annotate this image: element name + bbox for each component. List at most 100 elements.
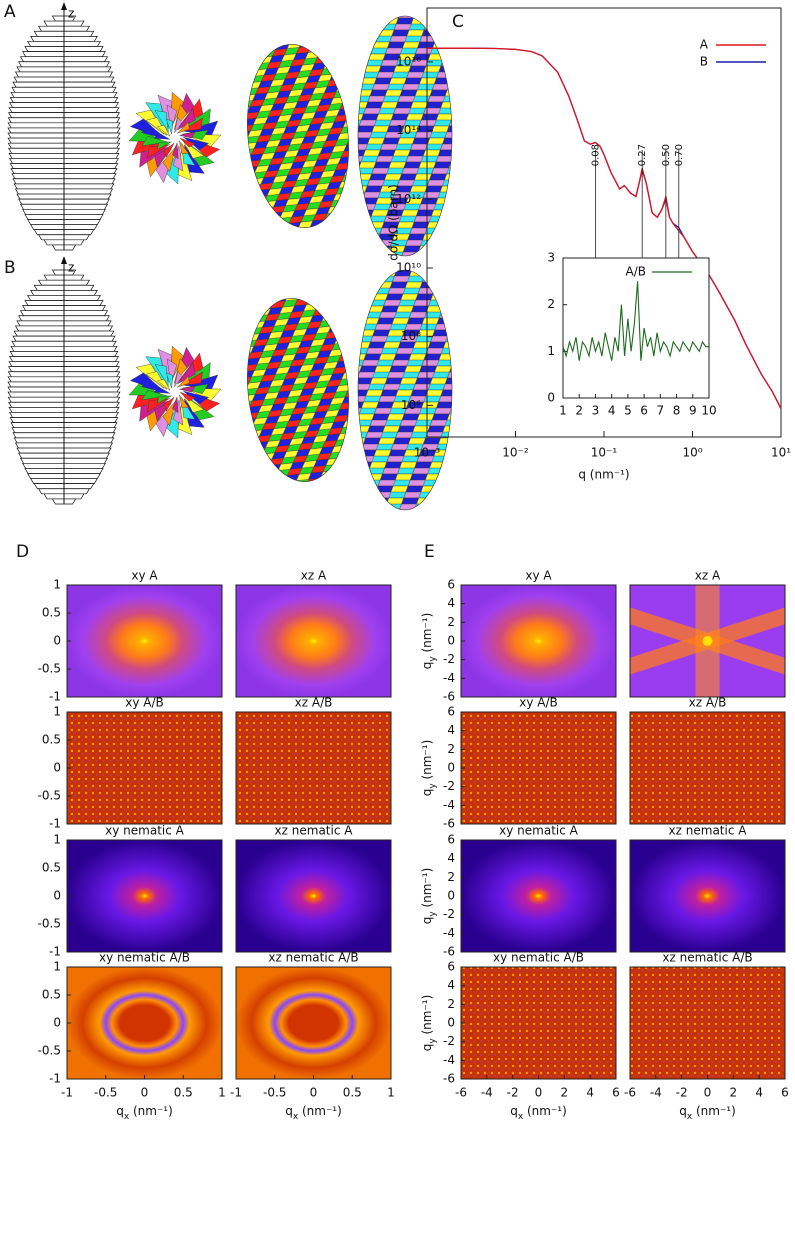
y-axis-label: qy (nm⁻¹) [420,995,438,1052]
x-tick-label: 10⁻³ [414,446,441,460]
y-tick-label: 0 [53,1016,61,1030]
y-tick-label: 0.5 [42,988,61,1002]
heatmap [630,712,785,824]
panel-frame [235,711,392,825]
petal [166,358,177,385]
y-tick-label: 1 [53,960,61,974]
label-sub: y [428,911,438,917]
petal [165,118,173,135]
y-tick-label: 0 [447,1016,455,1030]
panel-title: xz nematic A [669,824,748,838]
x-tick-label: 10¹ [771,446,791,460]
x-tick-label: 4 [586,1086,594,1100]
panel-title: xz A [695,569,721,583]
label-base: q [420,1044,434,1052]
x-tick-label: -0.5 [94,1086,117,1100]
label-sub: x [518,1112,524,1122]
heatmap [461,967,616,1079]
x-tick-label: 10 [701,404,716,418]
panel-label: C [452,12,464,32]
panel-title: xz nematic A/B [662,951,752,965]
panel-frame [235,584,392,698]
y-tick-label: 4 [447,851,455,865]
y-tick-label: 2 [447,742,455,756]
panel-title: xz A [301,569,327,583]
z-label: z [68,261,74,275]
x-axis-label: qx (nm⁻¹) [116,1104,173,1122]
x-tick-label: 6 [612,1086,620,1100]
label-rest: (nm⁻¹) [420,740,434,784]
x-tick-label: 10⁻¹ [591,446,618,460]
petal [156,124,171,137]
petal [179,131,196,139]
y-tick-label: -4 [443,798,455,812]
x-tick-label: -6 [624,1086,636,1100]
z-arrow [61,2,67,10]
y-tick-label: 0 [53,889,61,903]
y-tick-label: -2 [443,907,455,921]
x-tick-label: 8 [673,404,681,418]
heatmap [461,585,616,697]
y-tick-label: 0 [447,761,455,775]
panel-title: xy A/B [125,696,164,710]
petal [179,385,196,393]
y-tick-label: 6 [447,705,455,719]
heatmap [461,712,616,824]
petal [179,140,190,155]
label-base: q [285,1104,293,1118]
panel-title: xy nematic A [105,824,185,838]
heatmap [461,840,616,952]
heatmap [67,967,222,1079]
y-tick-label: 10⁶ [401,398,421,412]
x-tick-label: 1 [387,1086,395,1100]
label-sub: y [428,656,438,662]
petal [163,143,175,158]
panel-label: D [16,542,29,562]
petal [180,137,196,148]
petal [179,394,190,409]
petal [162,146,176,173]
x-tick-label: 2 [730,1086,738,1100]
label-rest: (nm⁻¹) [692,1104,736,1118]
petal [174,116,183,133]
y-tick-label: 4 [447,596,455,610]
y-tick-label: 3 [547,251,555,265]
heatmap [630,840,785,952]
y-tick-label: 2 [447,615,455,629]
y-tick-label: -1 [49,817,61,831]
x-tick-label: 0 [141,1086,149,1100]
side-view-unrolled [357,15,453,257]
x-tick-label: -6 [455,1086,467,1100]
y-tick-label: 10⁸ [401,329,421,343]
x-tick-label: -4 [481,1086,493,1100]
label-base: q [420,917,434,925]
x-tick-label: 9 [689,404,697,418]
label-sub: y [428,1038,438,1044]
label-base: q [116,1104,124,1118]
petal [165,372,173,389]
y-tick-label: 10¹⁴ [396,123,421,137]
label-sub: x [124,1112,130,1122]
inset-frame [562,257,710,399]
y-axis-label: dσ/dΩ (barn) [387,184,401,261]
x-tick-label: 0 [535,1086,543,1100]
x-tick-label: -0.5 [263,1086,286,1100]
z-arrow [61,256,67,264]
data-line [562,281,709,361]
label-rest: (nm⁻¹) [420,613,434,657]
x-tick-label: -2 [676,1086,688,1100]
x-axis-label: qx (nm⁻¹) [510,1104,567,1122]
label-rest: (nm⁻¹) [129,1104,173,1118]
x-tick-label: -1 [61,1086,73,1100]
panel-frame [235,839,392,953]
x-tick-label: 6 [640,404,648,418]
side-view-unrolled [357,269,453,511]
y-tick-label: 1 [53,833,61,847]
y-tick-label: 10¹⁶ [396,54,421,68]
panel-title: xz nematic A/B [268,951,358,965]
heatmap [67,585,222,697]
heatmap [67,712,222,824]
x-tick-label: 2 [561,1086,569,1100]
y-tick-label: 0.5 [42,606,61,620]
